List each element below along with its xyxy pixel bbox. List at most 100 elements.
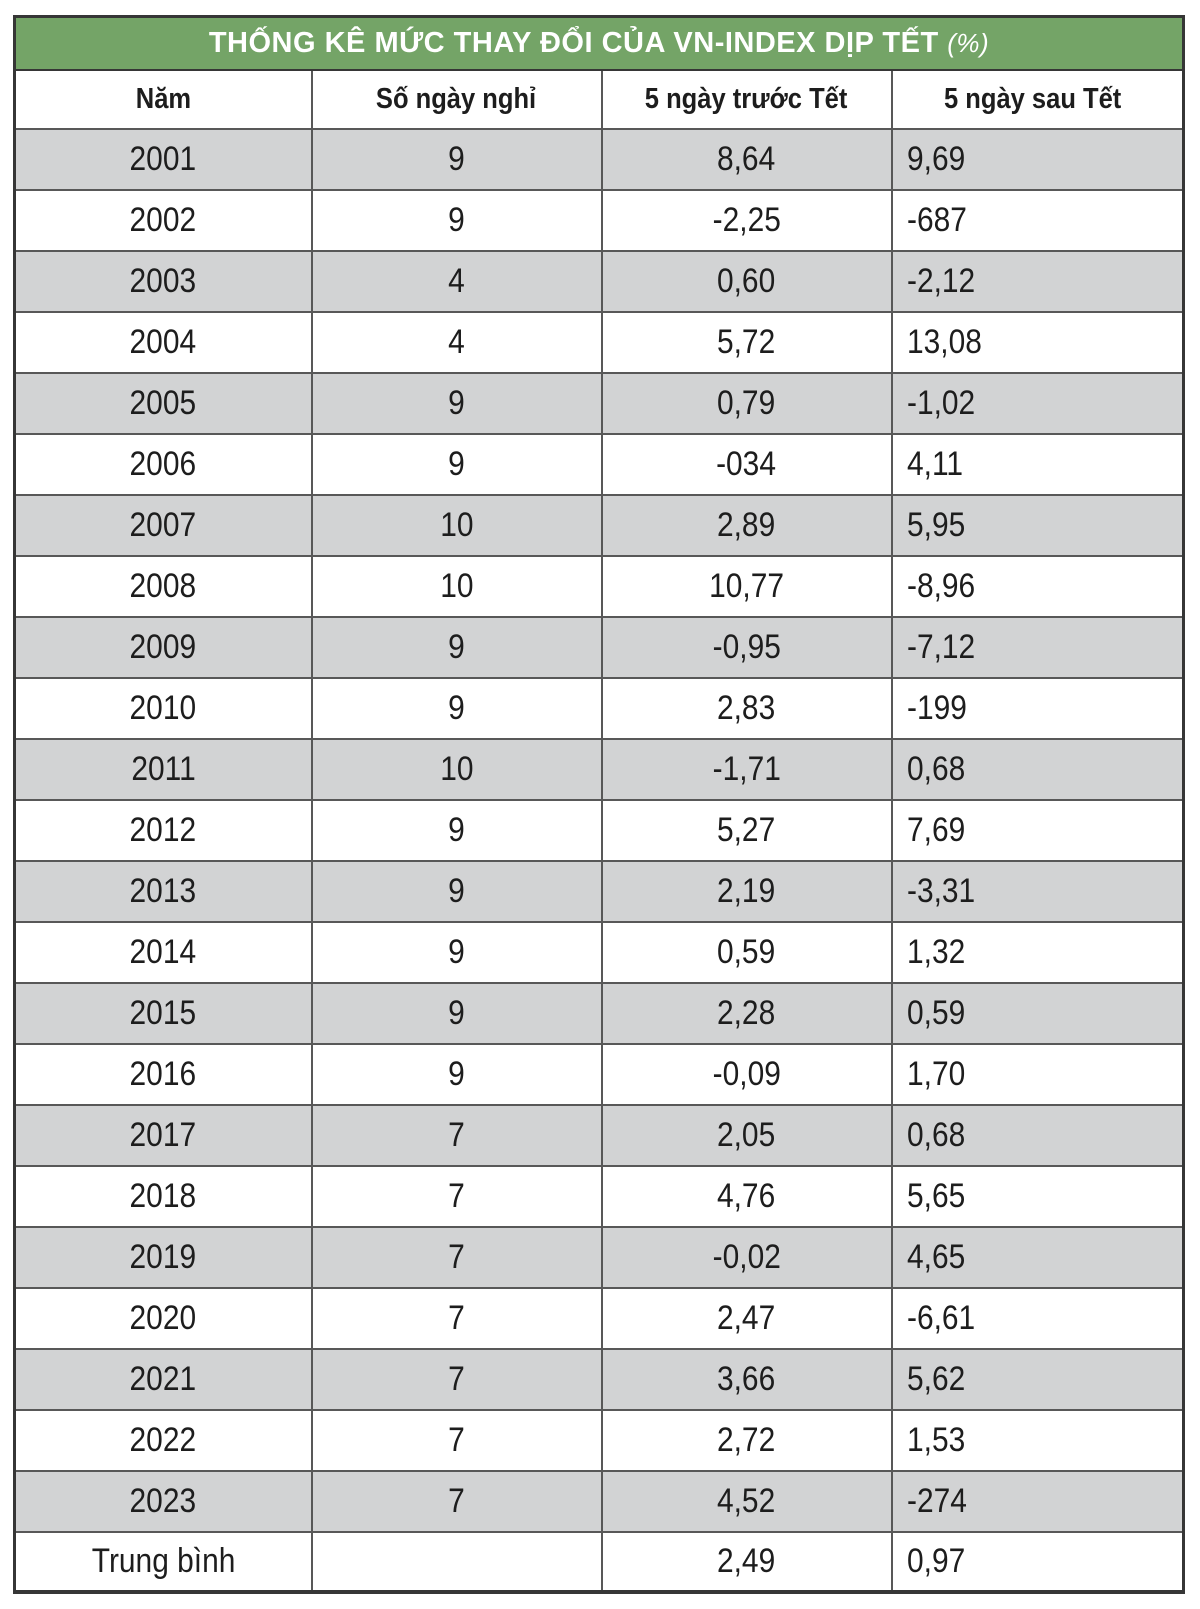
days-off-cell: 9 xyxy=(310,371,603,435)
days-off-value: 9 xyxy=(448,871,465,910)
after-tet-cell: -8,96 xyxy=(890,554,1185,618)
after-tet-cell: -6,61 xyxy=(890,1286,1185,1350)
table-row: 2023 7 4,52 -274 xyxy=(13,1469,1185,1533)
after-tet-value: 0,59 xyxy=(906,993,965,1032)
days-off-value: 7 xyxy=(448,1176,465,1215)
after-tet-value: 1,32 xyxy=(906,932,965,971)
days-off-value: 9 xyxy=(448,1054,465,1093)
table-row: 2008 10 10,77 -8,96 xyxy=(13,554,1185,618)
table-row: 2019 7 -0,02 4,65 xyxy=(13,1225,1185,1289)
after-tet-value: 4,65 xyxy=(906,1237,965,1276)
year-cell: 2019 xyxy=(13,1225,313,1289)
days-off-cell: 4 xyxy=(310,249,603,313)
table-body: 2001 9 8,64 9,69 2002 9 -2,25 -687 2003 … xyxy=(13,127,1185,1533)
table-row: 2010 9 2,83 -199 xyxy=(13,676,1185,740)
table-row: 2009 9 -0,95 -7,12 xyxy=(13,615,1185,679)
days-off-value: 4 xyxy=(448,322,465,361)
before-tet-value: 2,05 xyxy=(717,1115,776,1154)
days-off-value: 7 xyxy=(448,1359,465,1398)
year-cell: 2002 xyxy=(13,188,313,252)
year-cell: 2023 xyxy=(13,1469,313,1533)
before-tet-value: 5,27 xyxy=(717,810,776,849)
average-label: Trung bình xyxy=(91,1541,236,1580)
table-row: 2013 9 2,19 -3,31 xyxy=(13,859,1185,923)
year-value: 2004 xyxy=(129,322,197,361)
table-row: 2003 4 0,60 -2,12 xyxy=(13,249,1185,313)
year-cell: 2001 xyxy=(13,127,313,191)
after-tet-value: 1,70 xyxy=(906,1054,965,1093)
year-cell: 2013 xyxy=(13,859,313,923)
before-tet-cell: -1,71 xyxy=(600,737,893,801)
vnindex-tet-table-container: THỐNG KÊ MỨC THAY ĐỔI CỦA VN-INDEX DỊP T… xyxy=(13,15,1186,1594)
year-value: 2020 xyxy=(129,1298,197,1337)
days-off-value: 7 xyxy=(448,1420,465,1459)
days-off-value: 9 xyxy=(448,688,465,727)
days-off-cell: 7 xyxy=(310,1286,603,1350)
before-tet-cell: 10,77 xyxy=(600,554,893,618)
before-tet-cell: 0,59 xyxy=(600,920,893,984)
after-tet-cell: -274 xyxy=(890,1469,1185,1533)
days-off-cell: 7 xyxy=(310,1225,603,1289)
after-tet-cell: -687 xyxy=(890,188,1185,252)
year-cell: 2004 xyxy=(13,310,313,374)
table-header-row: Năm Số ngày nghỉ 5 ngày trước Tết 5 ngày… xyxy=(13,68,1185,130)
before-tet-cell: 2,89 xyxy=(600,493,893,557)
table-row: 2016 9 -0,09 1,70 xyxy=(13,1042,1185,1106)
year-cell: 2014 xyxy=(13,920,313,984)
year-cell: 2017 xyxy=(13,1103,313,1167)
after-tet-value: 9,69 xyxy=(906,139,965,178)
days-off-cell: 10 xyxy=(310,737,603,801)
year-value: 2022 xyxy=(129,1420,197,1459)
after-tet-cell: -2,12 xyxy=(890,249,1185,313)
average-before-tet-value: 2,49 xyxy=(717,1541,776,1580)
days-off-value: 9 xyxy=(448,383,465,422)
after-tet-cell: 1,70 xyxy=(890,1042,1185,1106)
after-tet-value: 5,95 xyxy=(906,505,965,544)
after-tet-cell: 5,65 xyxy=(890,1164,1185,1228)
year-value: 2016 xyxy=(129,1054,197,1093)
before-tet-cell: 2,83 xyxy=(600,676,893,740)
days-off-value: 9 xyxy=(448,139,465,178)
days-off-value: 4 xyxy=(448,261,465,300)
before-tet-cell: 2,19 xyxy=(600,859,893,923)
after-tet-cell: -199 xyxy=(890,676,1185,740)
before-tet-cell: 2,28 xyxy=(600,981,893,1045)
col-header-days-off-text: Số ngày nghỉ xyxy=(376,82,537,115)
table-title-unit-note: (%) xyxy=(947,27,990,58)
before-tet-value: 5,72 xyxy=(717,322,776,361)
days-off-cell: 9 xyxy=(310,432,603,496)
after-tet-cell: 0,59 xyxy=(890,981,1185,1045)
after-tet-cell: 1,53 xyxy=(890,1408,1185,1472)
year-value: 2001 xyxy=(129,139,197,178)
year-cell: 2005 xyxy=(13,371,313,435)
year-cell: 2016 xyxy=(13,1042,313,1106)
after-tet-cell: 0,68 xyxy=(890,1103,1185,1167)
before-tet-cell: -2,25 xyxy=(600,188,893,252)
days-off-cell: 7 xyxy=(310,1408,603,1472)
days-off-value: 9 xyxy=(448,627,465,666)
table-row: 2018 7 4,76 5,65 xyxy=(13,1164,1185,1228)
after-tet-value: 0,68 xyxy=(906,1115,965,1154)
before-tet-value: 0,59 xyxy=(717,932,776,971)
after-tet-value: 0,68 xyxy=(906,749,965,788)
days-off-cell: 9 xyxy=(310,920,603,984)
table-row: 2017 7 2,05 0,68 xyxy=(13,1103,1185,1167)
table-row: 2006 9 -034 4,11 xyxy=(13,432,1185,496)
average-after-tet-value: 0,97 xyxy=(906,1541,965,1580)
days-off-cell: 9 xyxy=(310,981,603,1045)
days-off-cell: 9 xyxy=(310,859,603,923)
after-tet-value: 5,65 xyxy=(906,1176,965,1215)
after-tet-value: -2,12 xyxy=(906,261,975,300)
col-header-before-tet: 5 ngày trước Tết xyxy=(600,68,893,130)
col-header-after-tet-text: 5 ngày sau Tết xyxy=(943,82,1121,115)
col-header-year: Năm xyxy=(13,68,313,130)
after-tet-value: 7,69 xyxy=(906,810,965,849)
before-tet-value: 4,76 xyxy=(717,1176,776,1215)
table-row: 2011 10 -1,71 0,68 xyxy=(13,737,1185,801)
after-tet-value: -7,12 xyxy=(906,627,975,666)
year-cell: 2003 xyxy=(13,249,313,313)
year-value: 2017 xyxy=(129,1115,197,1154)
table-row: 2004 4 5,72 13,08 xyxy=(13,310,1185,374)
days-off-value: 9 xyxy=(448,444,465,483)
table-row: 2014 9 0,59 1,32 xyxy=(13,920,1185,984)
